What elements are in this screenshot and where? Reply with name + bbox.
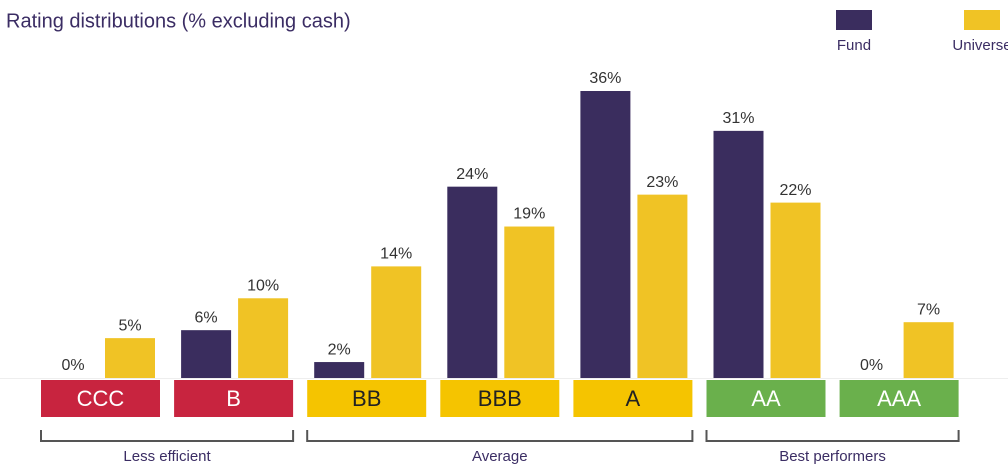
bar [447, 186, 498, 378]
data-label: 24% [456, 166, 488, 183]
x-tick-label: BB [352, 386, 381, 411]
category-box [706, 380, 826, 417]
data-label: 10% [247, 277, 279, 294]
data-label: 0% [61, 357, 84, 374]
group-label: Best performers [779, 448, 886, 465]
bar [105, 338, 155, 378]
bar [314, 362, 365, 378]
category-box [573, 380, 693, 417]
legend-label: Universe [952, 37, 1008, 54]
group-bracket [40, 430, 295, 442]
data-label: 22% [779, 182, 811, 199]
bar [637, 194, 688, 378]
bar [903, 322, 954, 378]
legend-swatch [836, 10, 872, 30]
group-label: Average [472, 448, 528, 465]
legend-label: Fund [837, 37, 871, 54]
data-label: 36% [589, 70, 621, 87]
data-label: 7% [917, 301, 940, 318]
x-tick-label: B [226, 386, 241, 411]
bar [580, 91, 631, 378]
data-label: 14% [380, 246, 412, 263]
chart-title: Rating distributions (% excluding cash) [6, 10, 351, 32]
category-box [174, 380, 294, 417]
category-box [440, 380, 560, 417]
bar [181, 330, 232, 378]
data-label: 0% [860, 357, 883, 374]
group-label: Less efficient [123, 448, 211, 465]
legend-swatch [964, 10, 1000, 30]
bar [770, 202, 821, 378]
category-box [307, 380, 427, 417]
x-tick-label: AA [751, 386, 781, 411]
group-bracket [705, 430, 960, 442]
group-bracket [306, 430, 694, 442]
data-label: 2% [328, 341, 351, 358]
category-box [41, 380, 160, 417]
bar [238, 298, 289, 378]
bar [371, 266, 422, 378]
category-box [839, 380, 959, 417]
x-tick-label: A [626, 386, 641, 411]
data-label: 31% [722, 110, 754, 127]
x-tick-label: BBB [478, 386, 522, 411]
data-label: 6% [195, 309, 218, 326]
x-tick-label: AAA [877, 386, 921, 411]
bar [713, 130, 764, 378]
data-label: 5% [118, 317, 141, 334]
data-label: 23% [646, 174, 678, 191]
data-label: 19% [513, 206, 545, 223]
bar [504, 226, 555, 378]
x-tick-label: CCC [77, 386, 125, 411]
